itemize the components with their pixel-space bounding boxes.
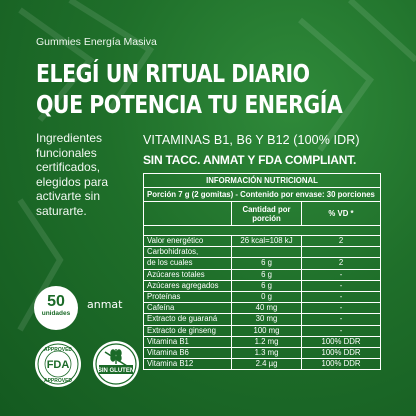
nutrition-row: Cafeína 40 mg -	[143, 302, 381, 315]
units-badge: 50 unidades	[34, 286, 78, 330]
column-header-amount: Cantidad por porción	[231, 201, 302, 226]
nutrition-cell-vd: -	[301, 290, 381, 304]
compliance-line: SIN TACC. ANMAT Y FDA COMPLIANT.	[143, 153, 357, 167]
nutrition-row: Azúcares totales 6 g-	[143, 268, 381, 281]
nutrition-cell-name: Extracto de ginseng	[143, 324, 232, 337]
nutrition-cell-amount: 0 g	[231, 290, 302, 304]
nutrition-cell-vd: -	[301, 313, 381, 326]
nutrition-cell-name: Azúcares totales	[143, 268, 232, 281]
nutrition-cell-name: Carbohidratos,	[143, 246, 232, 259]
gluten-free-seal: SIN GLUTEN	[93, 341, 139, 387]
nutrition-cell-name: Valor energético	[143, 234, 232, 248]
nutrition-cell-name: Vitamina B1	[143, 335, 232, 348]
nutrition-cell-name: Proteínas	[143, 290, 232, 304]
nutrition-cell-name: Cafeína	[143, 302, 232, 315]
nutrition-cell-amount: 6 g	[231, 257, 302, 270]
nutrition-row: Vitamina B12 2.4 µg 100% DDR	[143, 358, 381, 371]
column-header-vd: % VD *	[301, 201, 381, 226]
wheat-icon	[104, 349, 128, 367]
nutrition-cell-amount: 6 g	[231, 279, 302, 292]
nutrition-row: Vitamina B6 1.3 mg 100% DDR	[143, 346, 381, 360]
portion-info: Porción 7 g (2 gomitas) - Contenido por …	[143, 187, 381, 202]
nutrition-table: INFORMACIÓN NUTRICIONAL Porción 7 g (2 g…	[143, 173, 381, 371]
gluten-seal-label: SIN GLUTEN	[98, 368, 134, 374]
fda-seal-center-text: FDA	[47, 359, 70, 371]
intro-text: Ingredientes funcionales certificados, e…	[36, 131, 109, 218]
headline-line-2: QUE POTENCIA TU ENERGÍA	[36, 90, 343, 119]
nutrition-cell-name: de los cuales	[143, 257, 232, 270]
nutrition-row: Extracto de ginseng 100 mg -	[143, 324, 381, 337]
nutrition-row: Azúcares agregados 6 g-	[143, 279, 381, 292]
units-badge-number: 50	[47, 293, 65, 310]
nutrition-row: Valor energético 26 kcal=108 kJ 2	[143, 234, 381, 248]
nutrition-cell-vd: -	[301, 279, 381, 292]
nutrition-cell-name: Vitamina B6	[143, 346, 232, 360]
fda-seal-top-text: APPROVED	[44, 347, 72, 353]
nutrition-rows: Valor energético 26 kcal=108 kJ 2 Carbohidr…	[143, 234, 381, 371]
nutrition-cell-amount: 1.3 mg	[231, 346, 302, 360]
nutrition-cell-vd: 2	[301, 234, 381, 248]
nutrition-cell-vd: 100% DDR	[301, 358, 381, 371]
nutrition-row: Extracto de guaraná 30 mg -	[143, 313, 381, 326]
nutrition-cell-vd: 100% DDR	[301, 346, 381, 360]
column-header-nutrient	[143, 201, 232, 226]
nutrition-cell-amount: 40 mg	[231, 302, 302, 315]
headline: ELEGÍ UN RITUAL DIARIO QUE POTENCIA TU E…	[36, 58, 343, 120]
nutrition-cell-amount: 26 kcal=108 kJ	[231, 234, 302, 248]
nutrition-cell-vd: -	[301, 268, 381, 281]
nutrition-cell-vd: 2	[301, 257, 381, 270]
nutrition-row: Carbohidratos,	[143, 246, 381, 259]
units-badge-label: unidades	[41, 310, 71, 317]
nutrition-cell-amount: 30 mg	[231, 313, 302, 326]
nutrition-cell-name: Extracto de guaraná	[143, 313, 232, 326]
nutrition-cell-vd: -	[301, 324, 381, 337]
nutrition-cell-vd: -	[301, 302, 381, 315]
headline-line-1: ELEGÍ UN RITUAL DIARIO	[36, 59, 310, 88]
table-spacer-row	[143, 225, 381, 236]
brand-name: Gummies Energía Masiva	[36, 36, 157, 48]
fda-approved-seal: APPROVED FDA APPROVED	[35, 341, 81, 387]
nutrition-cell-vd: 100% DDR	[301, 335, 381, 348]
fda-seal-bottom-text: APPROVED	[44, 378, 72, 384]
nutrition-cell-amount: 1.2 mg	[231, 335, 302, 348]
nutrition-cell-amount: 6 g	[231, 268, 302, 281]
vitamins-line: VITAMINAS B1, B6 Y B12 (100% IDR)	[143, 133, 360, 147]
nutrition-row: Vitamina B1 1.2 mg 100% DDR	[143, 335, 381, 348]
nutrition-row: Proteínas 0 g-	[143, 290, 381, 304]
nutrition-cell-vd	[301, 246, 381, 259]
anmat-logo: anmat	[87, 298, 123, 311]
nutrition-cell-amount: 100 mg	[231, 324, 302, 337]
nutrition-cell-amount	[231, 246, 302, 259]
nutrition-cell-name: Azúcares agregados	[143, 279, 232, 292]
nutrition-cell-name: Vitamina B12	[143, 358, 232, 371]
nutrition-table-title: INFORMACIÓN NUTRICIONAL	[143, 173, 381, 188]
nutrition-cell-amount: 2.4 µg	[231, 358, 302, 371]
